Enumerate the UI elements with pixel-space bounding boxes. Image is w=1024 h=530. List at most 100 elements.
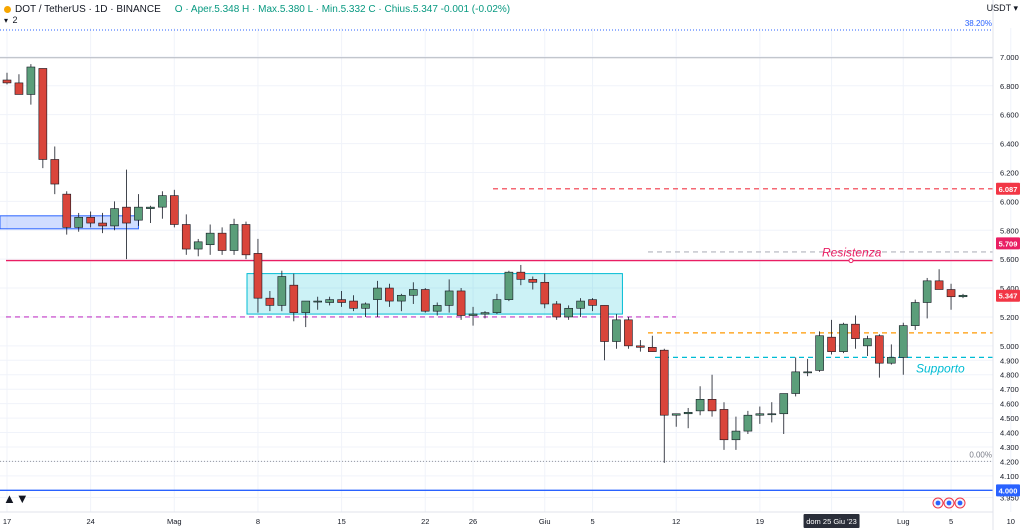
candle-body [910,302,920,326]
candle-body [803,371,812,374]
candle-body [719,409,729,441]
candle-body [875,335,884,364]
candle-body [671,413,681,416]
us-flag-event-icon [946,500,952,506]
candle-body [74,216,83,228]
candle-body [349,300,358,309]
candle-body [767,413,777,416]
candle-body [958,294,968,298]
y-tick-label: 5.200 [1000,313,1019,322]
y-tick-label: 6.600 [1000,111,1019,120]
y-tick-label: 4.900 [1000,356,1019,365]
candle-body [301,300,311,313]
price-badge [996,484,1020,497]
y-tick-label: 4.700 [1000,385,1019,394]
candle-body [683,412,693,415]
candle-body [516,271,526,280]
price-badge-label: 4.000 [999,486,1018,495]
x-tick-label: dom 25 Giu '23 [806,517,857,526]
y-tick-label: 7.000 [1000,53,1019,62]
candle-body [110,208,119,227]
currency-label[interactable]: USDT ▾ [987,3,1018,14]
candle-body [385,287,394,302]
y-tick-label: 5.400 [1000,284,1019,293]
candle-body [612,319,621,342]
fib-382-label: 38.20% [965,19,992,28]
candle-body [241,224,251,256]
crosshair-date-badge [803,514,860,528]
candle-body [886,357,896,364]
candle-body [456,290,466,316]
candle-body [229,224,239,251]
candle-body [588,299,597,306]
y-axis: 7.000 6.800 6.600 6.400 6.200 6.000 5.800 5.600… [992,0,1020,530]
candle-body [26,66,36,95]
y-tick-label: 6.000 [1000,197,1019,206]
candle-body [420,289,430,312]
resistenza-label: Resistenza [822,246,882,260]
candle-body [934,280,944,290]
candle-body [480,312,490,315]
candle-body [158,195,167,208]
candle-body [38,68,48,160]
y-tick-label: 4.300 [1000,443,1019,452]
us-flag-event-icon [957,500,963,506]
indicators-toggle[interactable]: ▾ 2 [4,15,18,25]
candle-body [731,430,741,441]
x-axis: 17 24 Mag 8 15 22 26 Giu 5 12 19 dom 25 Giu '23 Lug 5… [0,511,1015,528]
y-tick-label: 5.800 [1000,226,1019,235]
y-tick-label: 4.500 [1000,414,1019,423]
currency-text: USDT [986,3,1011,13]
candle-body [695,399,705,412]
candle-body [827,336,836,352]
x-tick-label: 5 [590,517,594,526]
levels [0,29,993,492]
candle-body [600,305,609,342]
candle-body [659,349,669,416]
x-tick-label: 15 [337,517,345,526]
price-badge [996,237,1020,250]
candle-body [397,294,406,302]
y-tick-label: 6.400 [1000,140,1019,149]
candle-body [636,345,645,348]
candle-body [791,371,801,394]
price-badge-label: 6.087 [999,185,1018,194]
ohlc-readout: O · Aper.5.348 H · Max.5.380 L · Min.5.3… [174,3,511,15]
x-tick-label: Giu [539,517,551,526]
candle-body [432,305,442,312]
fib-0-label: 0.00% [969,450,992,459]
candle-body [540,281,550,305]
supporto-label: Supporto [916,361,965,375]
candle-body [528,279,538,283]
indicator-count: 2 [12,15,18,25]
candle-body [14,82,24,95]
resistenza-anchor [848,258,854,264]
candle-body [492,299,502,313]
candle-body [576,300,585,309]
candle-body [851,323,860,339]
y-tick-label: 4.100 [1000,472,1019,481]
symbol-logo-icon [4,5,11,13]
price-badge [996,182,1020,195]
candle-body [265,297,275,306]
candle-body [839,323,848,352]
chart-header: DOT / TetherUS · 1D · BINANCE O · Aper.5… [4,2,510,16]
price-badge-label: 5.709 [999,239,1018,248]
x-tick-label: 10 [1007,517,1015,526]
y-tick-label: 3.950 [1000,494,1019,503]
us-flag-event-icon [935,500,941,506]
candle-body [313,300,323,303]
tradingview-logo-icon: ▲▼ [3,491,29,506]
candle-body [62,193,72,228]
x-tick-label: 8 [256,517,260,526]
candle-body [277,276,287,306]
x-tick-label: 24 [86,517,94,526]
y-tick-label: 6.200 [1000,168,1019,177]
candle-body [146,206,155,209]
y-tick-label: 5.000 [1000,342,1019,351]
symbol-title[interactable]: DOT / TetherUS · 1D · BINANCE [15,3,161,15]
candle-body [779,393,789,415]
annotations: Resistenza Supporto 38.20% 0.00% ▲▼ [3,19,992,509]
candle-body [468,313,478,316]
